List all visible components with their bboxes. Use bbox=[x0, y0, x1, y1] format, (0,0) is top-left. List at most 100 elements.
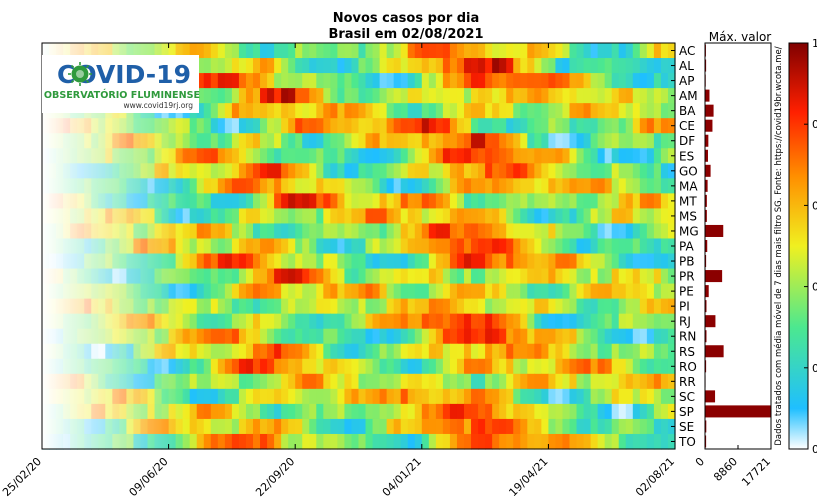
heatmap-cell bbox=[393, 238, 402, 255]
heatmap-cell bbox=[358, 328, 367, 345]
heatmap-cell bbox=[625, 58, 634, 74]
heatmap-cell bbox=[464, 43, 472, 59]
heatmap-cell bbox=[260, 43, 268, 59]
heatmap-cell bbox=[330, 208, 338, 225]
heatmap-cell bbox=[499, 223, 507, 240]
heatmap-cell bbox=[576, 283, 585, 300]
heatmap-cell bbox=[407, 88, 416, 104]
heatmap-cell bbox=[534, 313, 542, 330]
heatmap-cell bbox=[548, 238, 557, 255]
heatmap-cell bbox=[639, 178, 648, 194]
state-label: RO bbox=[679, 360, 697, 374]
heatmap-cell bbox=[196, 283, 205, 300]
heatmap-cell bbox=[590, 298, 599, 315]
heatmap-cell bbox=[562, 133, 571, 149]
heatmap-cell bbox=[604, 223, 613, 240]
heatmap-cell bbox=[358, 298, 367, 315]
heatmap-cell bbox=[639, 373, 648, 390]
heatmap-cell bbox=[316, 238, 324, 255]
heatmap-cell bbox=[217, 328, 226, 345]
heatmap-cell bbox=[569, 253, 578, 270]
bar-axis: 0 8860 17721 bbox=[693, 445, 773, 489]
heatmap-cell bbox=[590, 88, 599, 104]
heatmap-cell bbox=[506, 88, 514, 104]
heatmap-cell bbox=[541, 133, 549, 149]
heatmap-cell bbox=[442, 208, 451, 225]
heatmap-cell bbox=[541, 223, 549, 240]
heatmap-cell bbox=[548, 163, 557, 179]
heatmap-cell bbox=[513, 328, 521, 345]
heatmap-cell bbox=[576, 73, 585, 89]
heatmap-cell bbox=[210, 163, 219, 179]
heatmap-cell bbox=[344, 358, 353, 375]
heatmap-cell bbox=[513, 178, 521, 194]
heatmap-cell bbox=[274, 253, 282, 270]
heatmap-cell bbox=[428, 238, 437, 255]
heatmap-cell bbox=[639, 313, 648, 330]
heatmap-cell bbox=[646, 268, 655, 285]
heatmap-cell bbox=[428, 103, 437, 119]
heatmap-cell bbox=[456, 298, 465, 315]
heatmap-cell bbox=[309, 43, 317, 59]
heatmap-cell bbox=[189, 238, 198, 255]
heatmap-cell bbox=[274, 223, 282, 240]
heatmap-cell bbox=[449, 193, 458, 210]
heatmap-cell bbox=[611, 253, 620, 270]
heatmap-cell bbox=[597, 118, 606, 134]
heatmap-cell bbox=[499, 178, 507, 194]
heatmap-cell bbox=[471, 148, 479, 164]
heatmap-cell bbox=[372, 103, 381, 119]
heatmap-cell bbox=[253, 298, 261, 315]
heatmap-cell bbox=[646, 118, 655, 134]
heatmap-cell bbox=[365, 298, 374, 315]
heatmap-cell bbox=[224, 433, 233, 450]
heatmap-cell bbox=[316, 433, 324, 450]
heatmap-cell bbox=[485, 358, 493, 375]
heatmap-cell bbox=[548, 298, 557, 315]
heatmap-cell bbox=[295, 298, 303, 315]
heatmap-cell bbox=[295, 58, 303, 74]
heatmap-cell bbox=[611, 358, 620, 375]
heatmap-cell bbox=[323, 133, 331, 149]
heatmap-cell bbox=[372, 148, 381, 164]
heatmap-cell bbox=[365, 433, 374, 450]
heatmap-cell bbox=[288, 268, 296, 285]
heatmap-cell bbox=[337, 418, 346, 435]
heatmap-cell bbox=[365, 193, 374, 210]
state-label: PB bbox=[679, 255, 694, 269]
heatmap-cell bbox=[238, 193, 247, 210]
heatmap-cell bbox=[527, 373, 535, 390]
heatmap-cell bbox=[407, 418, 416, 435]
heatmap-cell bbox=[499, 433, 507, 450]
heatmap-cell bbox=[245, 238, 254, 255]
heatmap-cell bbox=[632, 88, 641, 104]
heatmap-cell bbox=[189, 433, 198, 450]
heatmap-cell bbox=[555, 388, 564, 405]
state-label: RJ bbox=[679, 315, 691, 329]
heatmap-cell bbox=[653, 403, 662, 420]
heatmap-cell bbox=[393, 163, 402, 179]
heatmap-cell bbox=[295, 163, 303, 179]
heatmap-cell bbox=[316, 103, 324, 119]
heatmap-cell bbox=[576, 238, 585, 255]
heatmap-cell bbox=[471, 313, 479, 330]
heatmap-cell bbox=[309, 373, 317, 390]
heatmap-cell bbox=[365, 238, 374, 255]
heatmap-cell bbox=[590, 388, 599, 405]
heatmap-cell bbox=[372, 328, 381, 345]
heatmap-cell bbox=[337, 343, 346, 360]
heatmap-cell bbox=[611, 223, 620, 240]
heatmap-cell bbox=[260, 328, 268, 345]
heatmap-cell bbox=[238, 343, 247, 360]
heatmap-cell bbox=[604, 403, 613, 420]
heatmap-cell bbox=[569, 268, 578, 285]
heatmap-cell bbox=[365, 133, 374, 149]
heatmap-cell bbox=[238, 178, 247, 194]
heatmap-cell bbox=[351, 268, 360, 285]
heatmap-cell bbox=[435, 343, 444, 360]
heatmap-cell bbox=[238, 253, 247, 270]
heatmap-cell bbox=[499, 43, 507, 59]
heatmap-cell bbox=[555, 253, 564, 270]
heatmap-cell bbox=[288, 403, 296, 420]
heatmap-cell bbox=[590, 418, 599, 435]
